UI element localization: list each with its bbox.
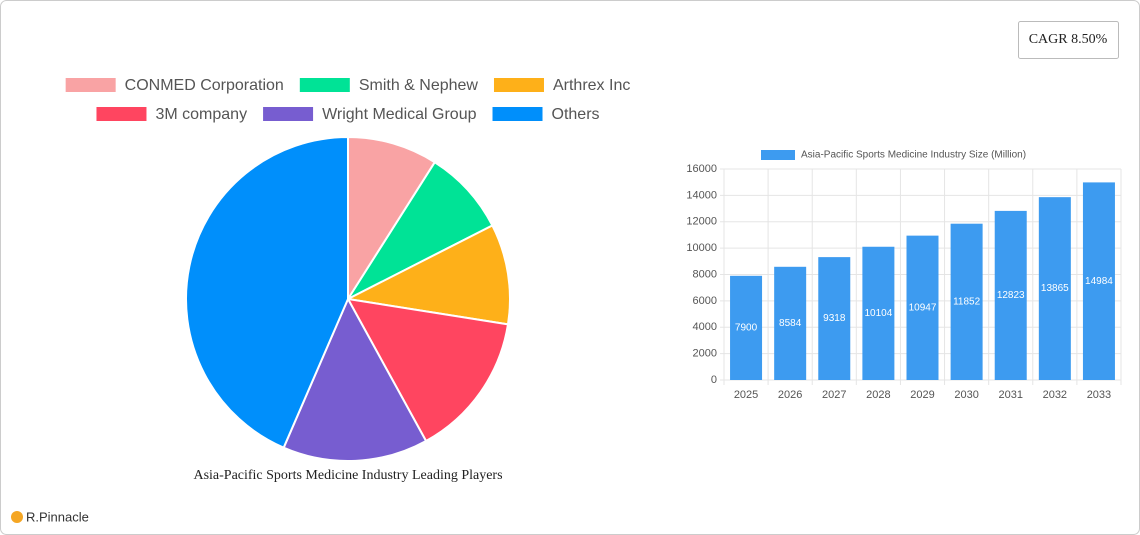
badge: CAGR 8.50% (1029, 32, 1108, 47)
pie-slice (185, 135, 349, 449)
bar-value-label: 14984 (1085, 276, 1113, 287)
bar-value-label: 12823 (997, 290, 1025, 301)
bar (1082, 182, 1115, 380)
pie-slice (346, 297, 510, 443)
y-tick-label: 8000 (693, 268, 717, 280)
legend-label: Others (552, 106, 600, 123)
legend-row: 3M company Wright Medical Group Others (96, 106, 600, 123)
bar-value-label: 7900 (735, 323, 758, 334)
legend-swatch (96, 107, 147, 121)
legend-row: CONMED Corporation Smith & Nephew Arthrex … (65, 77, 630, 94)
legend-label: Asia-Pacific Sports Medicine Industry Si… (801, 150, 1026, 161)
pie-slice (282, 296, 428, 462)
legend-label: Arthrex Inc (553, 77, 630, 94)
pie-slice (347, 135, 437, 303)
bar-value-label: 8584 (779, 318, 802, 329)
y-tick-label: 10000 (686, 242, 717, 254)
legend-label: CONMED Corporation (125, 77, 284, 94)
y-tick-label: 2000 (693, 348, 717, 360)
bar-value-label: 10104 (864, 308, 892, 319)
pie-title: Asia-Pacific Sports Medicine Industry Le… (193, 468, 502, 483)
x-tick-label: 2028 (866, 389, 890, 401)
x-tick-label: 2031 (998, 389, 1022, 401)
pie-slice (345, 160, 494, 302)
bar-value-label: 13865 (1041, 283, 1069, 294)
y-tick-label: 12000 (686, 216, 717, 228)
y-tick-label: 14000 (686, 189, 717, 201)
legend-swatch (492, 107, 543, 121)
x-tick-label: 2027 (822, 389, 846, 401)
pie-slice (344, 224, 511, 326)
legend-label: Smith & Nephew (359, 77, 479, 94)
bar (1038, 197, 1071, 380)
brand-icon (11, 511, 23, 523)
bar (950, 223, 983, 380)
legend-swatch (263, 107, 314, 121)
bar (862, 246, 895, 380)
bar (994, 210, 1027, 380)
y-tick-label: 6000 (693, 295, 717, 307)
bar (730, 275, 763, 380)
legend-swatch (493, 78, 544, 92)
bar-value-label: 9318 (823, 313, 846, 324)
y-tick-label: 16000 (686, 163, 717, 175)
bar (818, 257, 851, 380)
bar (774, 266, 807, 380)
legend-label: Wright Medical Group (322, 106, 477, 123)
x-tick-label: 2026 (778, 389, 802, 401)
x-tick-label: 2032 (1043, 389, 1067, 401)
x-tick-label: 2030 (954, 389, 978, 401)
legend-swatch (761, 150, 795, 160)
y-tick-label: 4000 (693, 321, 717, 333)
bar (906, 235, 939, 380)
legend-swatch (65, 78, 116, 92)
legend-swatch (299, 78, 350, 92)
x-tick-label: 2033 (1087, 389, 1111, 401)
x-tick-label: 2029 (910, 389, 934, 401)
x-tick-label: 2025 (734, 389, 758, 401)
y-tick-label: 0 (711, 374, 717, 386)
bar-value-label: 11852 (953, 296, 981, 307)
badge-box (1018, 21, 1119, 59)
brand: R.Pinnacle (26, 509, 89, 524)
bar-value-label: 10947 (909, 302, 937, 313)
legend-label: 3M company (155, 106, 247, 123)
